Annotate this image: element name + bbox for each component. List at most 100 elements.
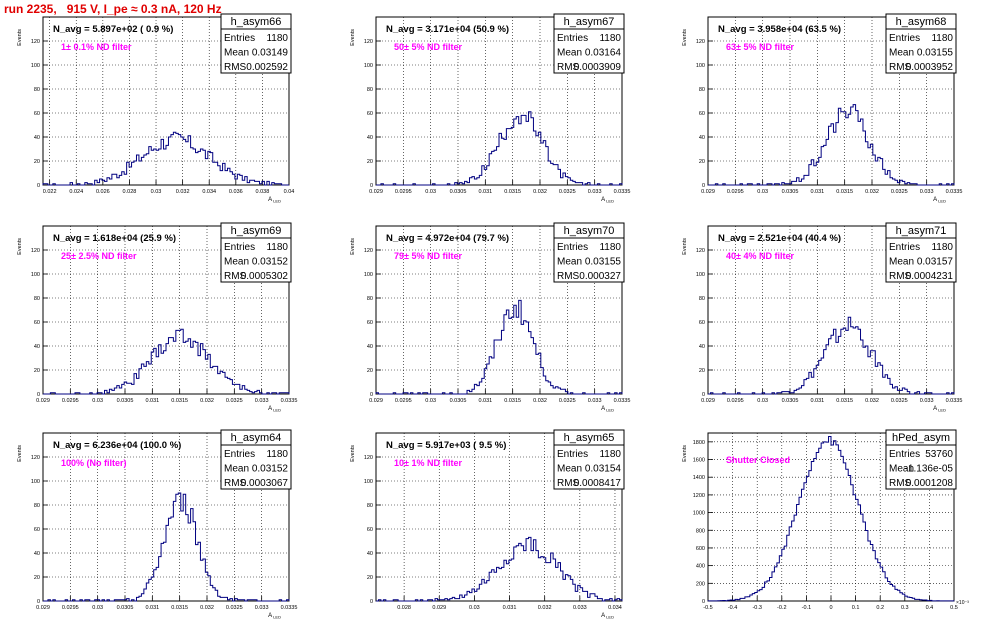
y-tick-label: 120	[364, 248, 373, 254]
x-tick-label: 0.033	[588, 398, 602, 404]
y-tick-label: 800	[696, 528, 705, 534]
y-tick-label: 0	[370, 183, 373, 189]
y-tick-label: 20	[367, 159, 373, 165]
histogram-line	[376, 111, 623, 186]
stats-label: RMS	[889, 62, 912, 73]
x-tick-label: 0.029	[432, 605, 446, 611]
stats-label: Entries	[557, 242, 588, 253]
stats-title: h_asym67	[564, 16, 615, 28]
y-tick-label: 0	[37, 392, 40, 398]
stats-label: Mean	[889, 48, 914, 59]
y-tick-label: 20	[34, 368, 40, 374]
stats-value: 0.0003067	[241, 478, 289, 489]
x-tick-label: 0.032	[538, 605, 552, 611]
y-tick-label: 40	[699, 135, 705, 141]
stats-box	[220, 13, 292, 74]
filter-label: 1± 0.1% ND filter	[61, 42, 132, 52]
x-tick-label: 0.029	[36, 605, 50, 611]
y-tick-label: 60	[367, 320, 373, 326]
y-tick-label: 60	[34, 320, 40, 326]
x-tick-label: 0.033	[588, 189, 602, 195]
x-tick-label: 0.0315	[504, 189, 521, 195]
stats-label: RMS	[557, 271, 580, 282]
x-tick-label: 0.022	[43, 189, 57, 195]
x-tick-label: 0.03	[469, 605, 480, 611]
stats-box	[553, 429, 625, 490]
x-tick-label: 0.031	[478, 398, 492, 404]
x-tick-label: 0.0335	[946, 398, 963, 404]
x-axis-label: A LED	[268, 197, 281, 204]
y-tick-label: 1400	[693, 475, 705, 481]
y-tick-label: 400	[696, 564, 705, 570]
histogram-panel-h_asym70: 0.029 0.0295 0.03 0.0305 0.031 0.0315 0.032 0.0…	[350, 222, 630, 413]
y-tick-label: 100	[364, 479, 373, 485]
x-tick-label: -0.3	[752, 605, 761, 611]
stats-label: Mean	[557, 464, 582, 475]
y-tick-label: 100	[364, 272, 373, 278]
filter-label: Shutter Closed	[726, 455, 790, 465]
stats-value: 1180	[599, 449, 621, 460]
y-tick-label: 80	[367, 503, 373, 509]
x-tick-label: 0.0295	[395, 398, 412, 404]
y-tick-label: 80	[699, 296, 705, 302]
histogram-panel-h_asym64: 0.029 0.0295 0.03 0.0305 0.031 0.0315 0.032 0.0…	[17, 429, 297, 620]
stats-value: 0.0001208	[906, 478, 954, 489]
x-tick-label: 0.034	[608, 605, 622, 611]
x-tick-label: -0.2	[777, 605, 786, 611]
y-tick-label: 120	[364, 39, 373, 45]
navg-label: N_avg = 2.521e+04 (40.4 %)	[718, 233, 841, 244]
stats-value: 0.0005302	[241, 271, 289, 282]
histogram-line	[708, 316, 955, 395]
x-tick-label: 0.03	[92, 605, 103, 611]
x-tick-label: 0.0315	[836, 189, 853, 195]
stats-value: 1180	[931, 33, 953, 44]
stats-value: 0.0003909	[574, 62, 622, 73]
x-tick-label: 0.0315	[171, 605, 188, 611]
x-tick-label: 0.031	[503, 605, 517, 611]
x-tick-label: 0.032	[865, 189, 879, 195]
stats-title: h_asym71	[896, 225, 947, 237]
stats-value: 0.03154	[585, 464, 622, 475]
x-tick-label: 0.0335	[946, 189, 963, 195]
x-axis-label: A LED	[933, 406, 946, 413]
y-tick-label: 100	[696, 63, 705, 69]
stats-box	[220, 222, 292, 283]
x-tick-label: 0.031	[478, 189, 492, 195]
x-tick-label: 0.036	[229, 189, 243, 195]
x-tick-label: 0.032	[176, 189, 190, 195]
y-tick-label: 0	[702, 599, 705, 605]
stats-label: RMS	[889, 271, 912, 282]
stats-label: Mean	[889, 257, 914, 268]
stats-value: 0.03155	[585, 257, 622, 268]
y-tick-label: 100	[31, 63, 40, 69]
stats-box	[553, 222, 625, 283]
stats-value: 1180	[599, 33, 621, 44]
x-tick-label: 0.033	[573, 605, 587, 611]
x-tick-label: 0.0325	[226, 398, 243, 404]
filter-label: 25± 2.5% ND filter	[61, 251, 137, 261]
x-tick-label: 0.0295	[727, 189, 744, 195]
stats-value: 0.03149	[252, 48, 289, 59]
stats-value: 1180	[266, 33, 288, 44]
filter-label: 10± 1% ND filter	[394, 458, 462, 468]
stats-value: 1180	[599, 242, 621, 253]
x-tick-label: 0.0305	[117, 605, 134, 611]
y-tick-label: 120	[364, 455, 373, 461]
x-tick-label: 0.03	[757, 398, 768, 404]
y-tick-label: 120	[31, 455, 40, 461]
x-tick-label: 0.0295	[62, 398, 79, 404]
y-axis-label: Events	[350, 29, 356, 46]
navg-label: N_avg = 3.171e+04 (50.9 %)	[386, 24, 509, 35]
histogram-line	[375, 299, 623, 395]
stats-box	[885, 13, 957, 74]
x-tick-label: -0.4	[728, 605, 737, 611]
stats-value: 1180	[266, 242, 288, 253]
navg-label: N_avg = 4.972e+04 (79.7 %)	[386, 233, 509, 244]
x-exponent-label: ×10⁻³	[956, 600, 969, 606]
x-tick-label: 0.038	[256, 189, 270, 195]
y-tick-label: 120	[31, 39, 40, 45]
y-tick-label: 40	[34, 344, 40, 350]
y-tick-label: 0	[37, 183, 40, 189]
y-axis-label: Events	[17, 29, 23, 46]
x-tick-label: 0.3	[901, 605, 909, 611]
